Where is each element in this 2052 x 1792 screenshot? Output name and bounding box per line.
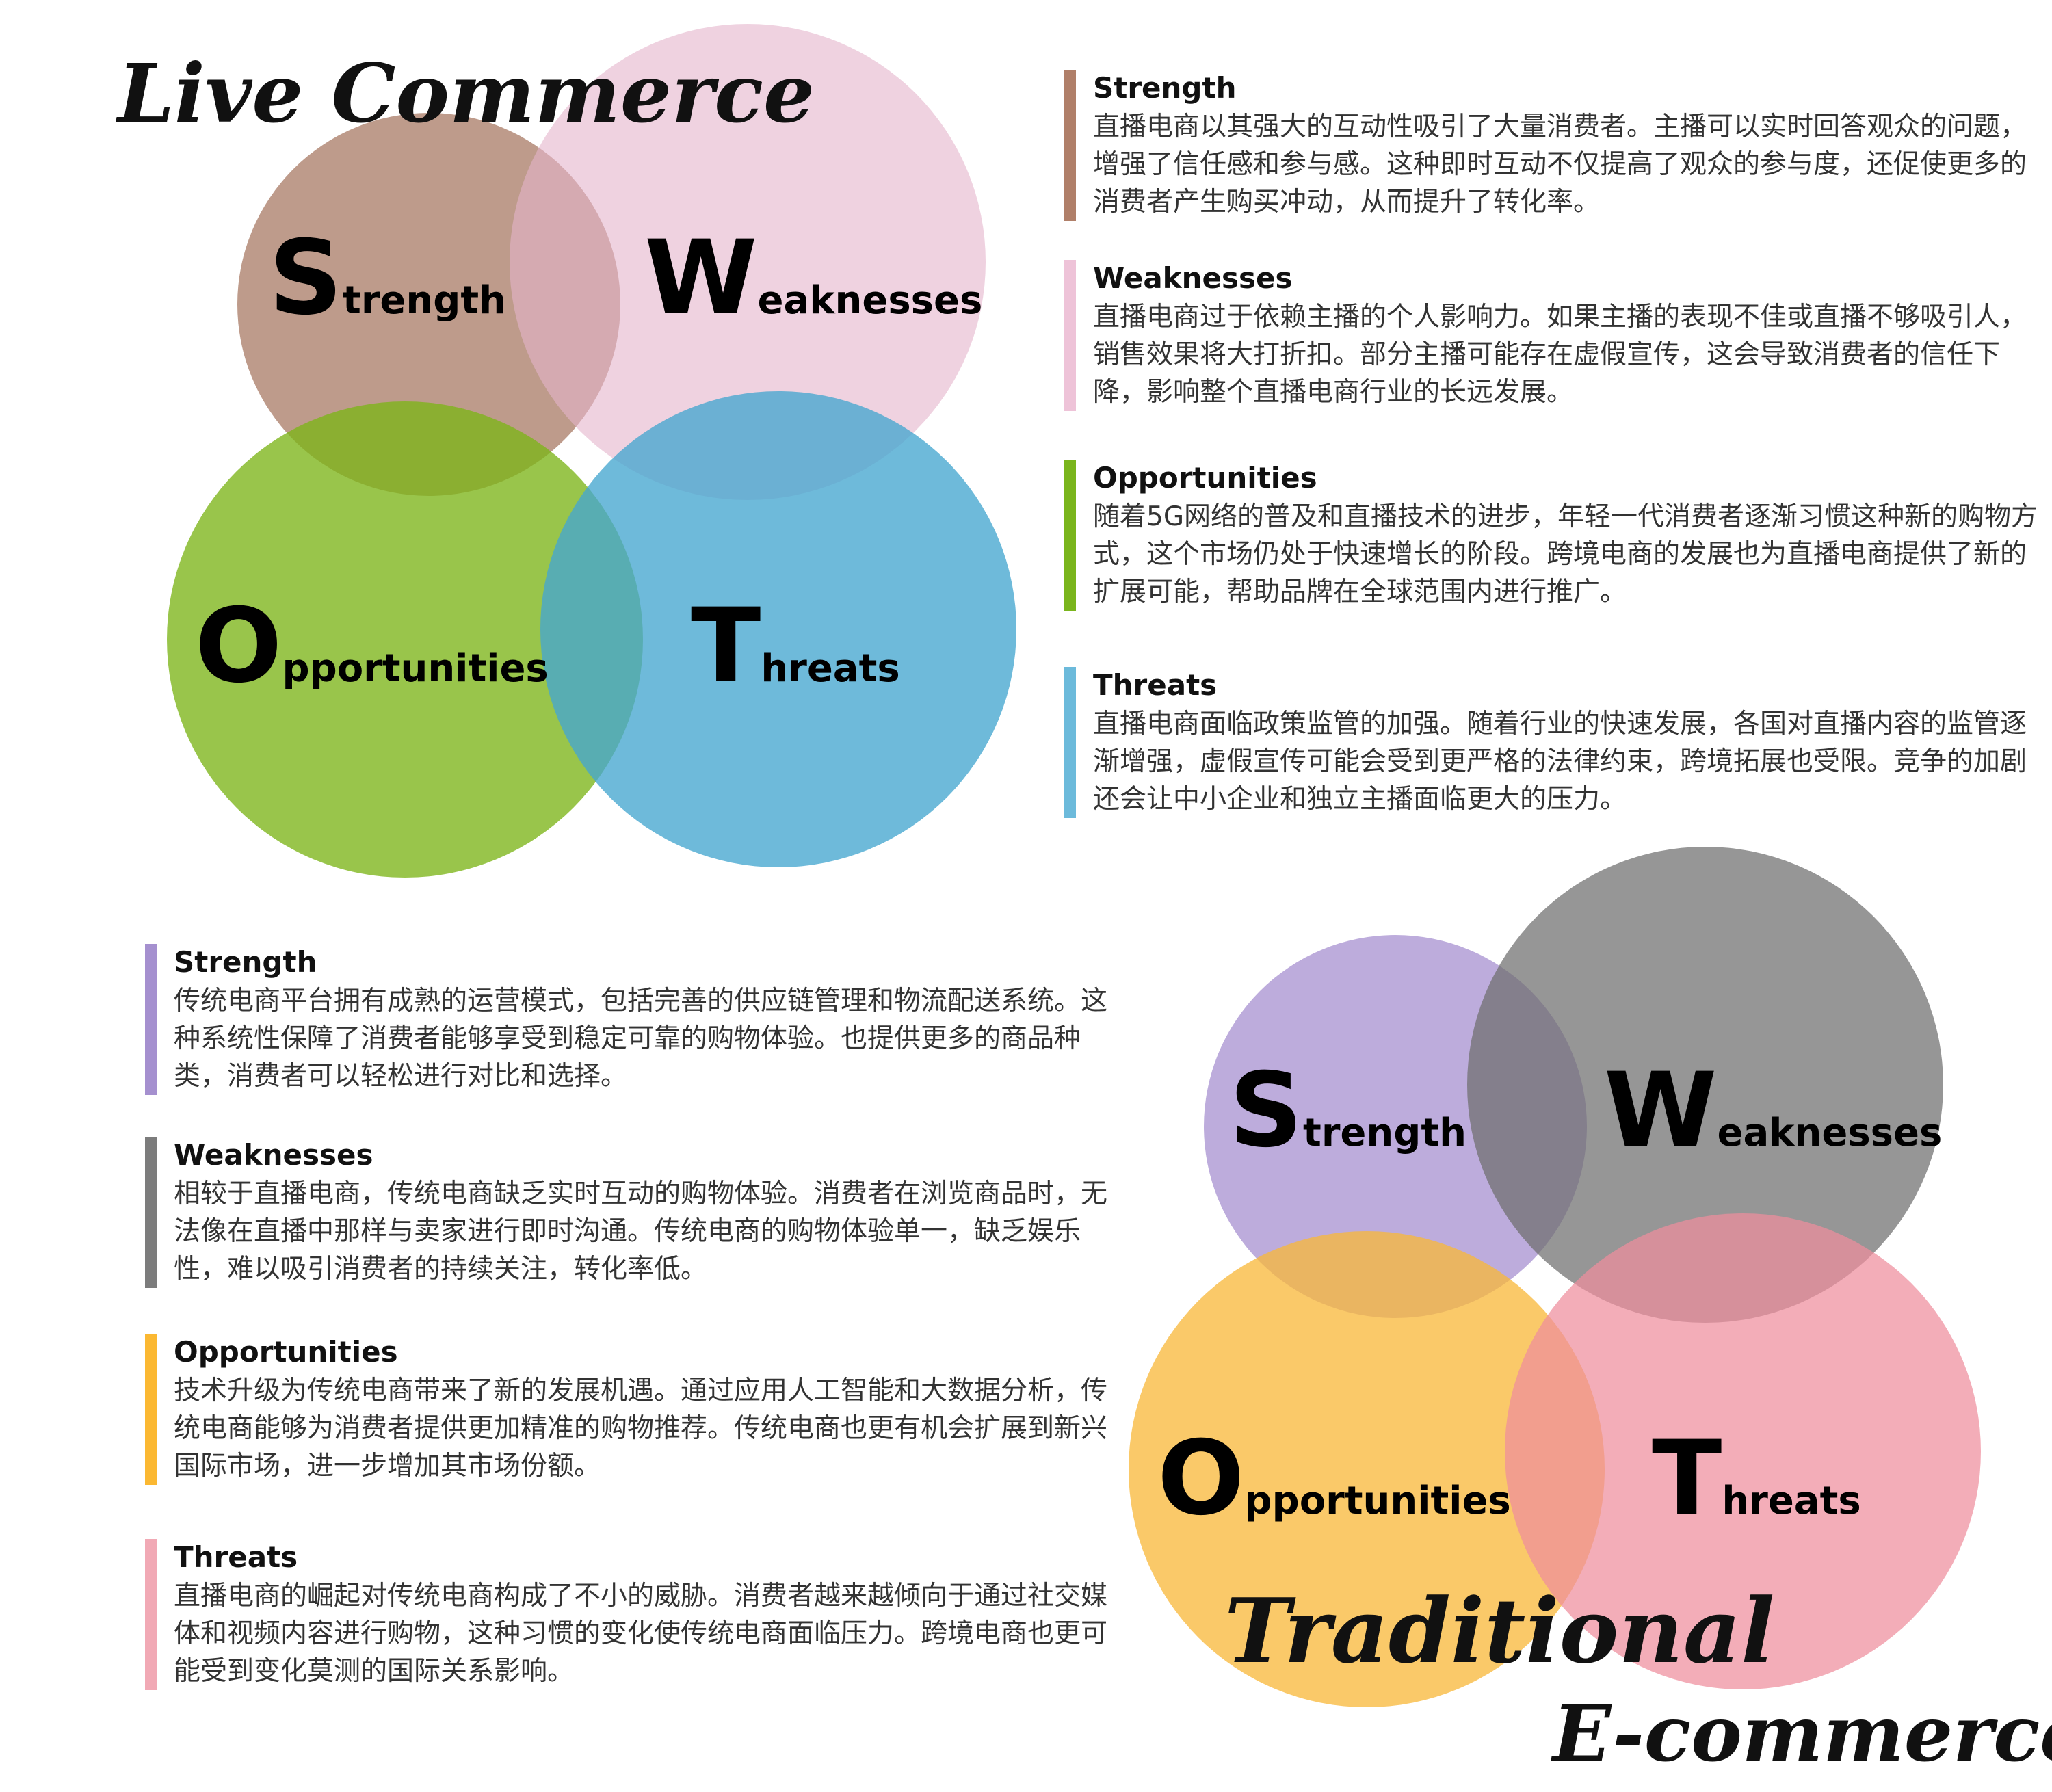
live-item-strength: Strength 直播电商以其强大的互动性吸引了大量消费者。主播可以实时回答观众… bbox=[1064, 70, 2051, 221]
traditional-circles bbox=[1129, 847, 1981, 1707]
trad-item-strength: Strength 传统电商平台拥有成熟的运营模式，包括完善的供应链管理和物流配送… bbox=[145, 944, 1111, 1095]
trad-threats-label: Threats bbox=[1652, 1419, 1861, 1538]
trad-weaknesses-circle bbox=[1467, 847, 1943, 1323]
live-item-text: 直播电商以其强大的互动性吸引了大量消费者。主播可以实时回答观众的问题，增强了信任… bbox=[1093, 111, 2027, 218]
trad-weaknesses-bar bbox=[145, 1137, 157, 1288]
trad-threats-bar bbox=[145, 1539, 157, 1690]
trad-item-threats: Threats 直播电商的崛起对传统电商构成了不小的威胁。消费者越来越倾向于通过… bbox=[145, 1539, 1111, 1690]
trad-item-weaknesses: Weaknesses 相较于直播电商，传统电商缺乏实时互动的购物体验。消费者在浏… bbox=[145, 1137, 1111, 1288]
trad-threats-circle bbox=[1505, 1213, 1981, 1689]
trad-item-heading: Opportunities bbox=[174, 1335, 398, 1369]
traditional-title-line1: Traditional bbox=[1224, 1579, 1775, 1683]
live-weaknesses-circle bbox=[510, 24, 986, 500]
live-strength-label: Strength bbox=[269, 219, 506, 338]
trad-item-text: 技术升级为传统电商带来了新的发展机遇。通过应用人工智能和大数据分析，传统电商能够… bbox=[174, 1375, 1108, 1481]
trad-item-heading: Weaknesses bbox=[174, 1138, 373, 1172]
live-item-opportunities: Opportunities 随着5G网络的普及和直播技术的进步，年轻一代消费者逐… bbox=[1064, 460, 2051, 611]
live-item-heading: Opportunities bbox=[1093, 461, 1317, 495]
live-item-weaknesses: Weaknesses 直播电商过于依赖主播的个人影响力。如果主播的表现不佳或直播… bbox=[1064, 260, 2051, 411]
trad-item-text: 相较于直播电商，传统电商缺乏实时互动的购物体验。消费者在浏览商品时，无法像在直播… bbox=[174, 1178, 1108, 1284]
trad-item-opportunities: Opportunities 技术升级为传统电商带来了新的发展机遇。通过应用人工智… bbox=[145, 1334, 1111, 1485]
trad-item-heading: Strength bbox=[174, 945, 317, 979]
trad-strength-label: Strength bbox=[1229, 1051, 1466, 1170]
trad-weaknesses-label: Weaknesses bbox=[1604, 1051, 1942, 1170]
trad-opportunities-bar bbox=[145, 1334, 157, 1485]
live-opportunities-circle bbox=[167, 401, 643, 878]
live-commerce-circles bbox=[167, 24, 1016, 878]
live-item-text: 直播电商面临政策监管的加强。随着行业的快速发展，各国对直播内容的监管逐渐增强，虚… bbox=[1093, 709, 2027, 815]
live-threats-bar bbox=[1064, 667, 1076, 818]
live-item-heading: Strength bbox=[1093, 71, 1237, 105]
live-threats-circle bbox=[540, 391, 1016, 867]
live-commerce-title: Live Commerce bbox=[118, 46, 815, 141]
live-threats-label: Threats bbox=[691, 587, 900, 706]
live-item-heading: Weaknesses bbox=[1093, 261, 1293, 295]
live-opportunities-bar bbox=[1064, 460, 1076, 611]
trad-item-text: 直播电商的崛起对传统电商构成了不小的威胁。消费者越来越倾向于通过社交媒体和视频内… bbox=[174, 1581, 1108, 1687]
live-weaknesses-bar bbox=[1064, 260, 1076, 411]
trad-opportunities-circle bbox=[1129, 1231, 1605, 1707]
trad-item-heading: Threats bbox=[174, 1540, 298, 1574]
live-strength-bar bbox=[1064, 70, 1076, 221]
live-item-threats: Threats 直播电商面临政策监管的加强。随着行业的快速发展，各国对直播内容的… bbox=[1064, 667, 2051, 818]
live-item-heading: Threats bbox=[1093, 668, 1218, 702]
live-opportunities-label: Opportunities bbox=[195, 587, 549, 706]
live-item-text: 随着5G网络的普及和直播技术的进步，年轻一代消费者逐渐习惯这种新的购物方式，这个… bbox=[1093, 501, 2038, 607]
live-weaknesses-label: Weaknesses bbox=[644, 219, 982, 338]
live-item-text: 直播电商过于依赖主播的个人影响力。如果主播的表现不佳或直播不够吸引人，销售效果将… bbox=[1093, 302, 2027, 408]
trad-item-text: 传统电商平台拥有成熟的运营模式，包括完善的供应链管理和物流配送系统。这种系统性保… bbox=[174, 986, 1108, 1092]
trad-strength-bar bbox=[145, 944, 157, 1095]
trad-opportunities-label: Opportunities bbox=[1157, 1419, 1511, 1538]
traditional-title-line2: E-commerce bbox=[1553, 1689, 2052, 1779]
